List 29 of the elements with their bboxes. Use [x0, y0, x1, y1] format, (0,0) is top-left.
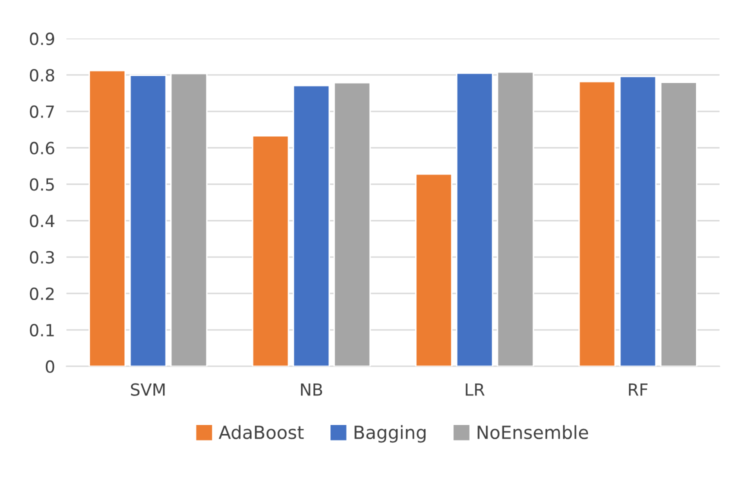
bar: [660, 82, 698, 366]
y-tick-label: 0.9: [30, 32, 54, 46]
y-tick-label: 0.6: [30, 142, 54, 154]
bar: [252, 135, 290, 366]
bar: [578, 80, 616, 366]
y-tick-label: 0.1: [30, 324, 54, 336]
x-tick-label: LR: [466, 384, 485, 396]
legend-label: NoEnsemble: [478, 425, 588, 440]
bar: [170, 72, 208, 366]
legend-label: AdaBoost: [218, 425, 304, 440]
x-tick-label: RF: [628, 384, 648, 396]
y-tick-label: 0.7: [30, 105, 54, 118]
y-tick-label: 0.3: [30, 251, 54, 264]
bar: [619, 76, 657, 366]
bar: [129, 74, 167, 366]
x-tick-label: NB: [301, 384, 322, 396]
bar: [456, 72, 494, 366]
bar: [496, 71, 534, 366]
bar: [415, 173, 452, 366]
bar: [334, 82, 371, 366]
y-tick-label: 0.4: [30, 214, 54, 228]
y-tick-label: 0: [46, 360, 54, 373]
y-tick-label: 0.2: [30, 287, 54, 300]
x-tick-label: SVM: [130, 383, 165, 396]
y-tick-label: 0.5: [30, 178, 54, 191]
bar: [292, 84, 330, 366]
y-tick-label: 0.8: [30, 68, 54, 82]
bar: [88, 70, 126, 366]
legend-label: Bagging: [354, 425, 426, 443]
